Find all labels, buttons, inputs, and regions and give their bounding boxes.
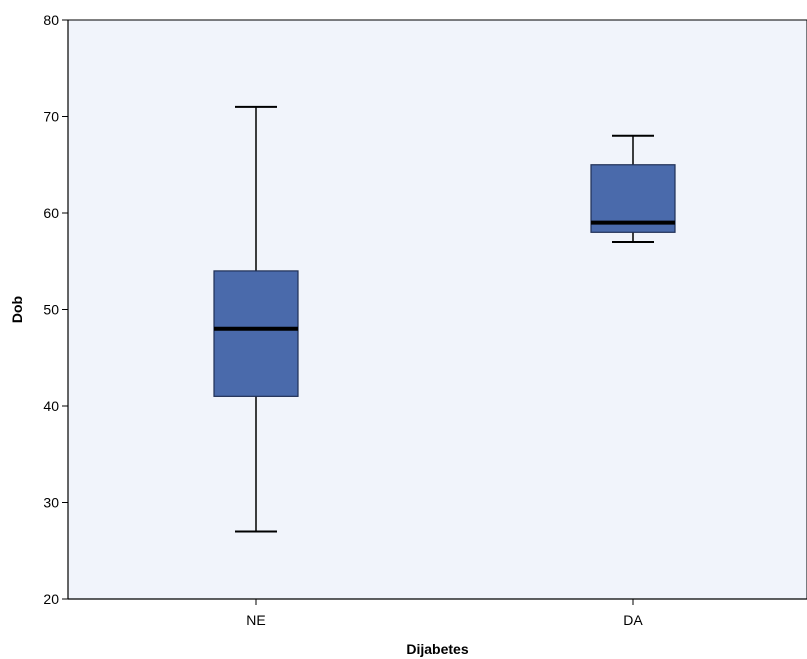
x-tick-label: NE — [246, 612, 265, 628]
x-axis: NE DA — [68, 598, 807, 628]
y-tick-label: 20 — [43, 591, 59, 607]
iqr-box — [213, 270, 299, 397]
x-axis-title: Dijabetes — [406, 641, 468, 657]
y-tick-label: 40 — [43, 398, 59, 414]
box-da — [590, 134, 676, 243]
boxes — [213, 105, 676, 533]
y-tick-label: 60 — [43, 205, 59, 221]
y-axis: 20 30 40 50 60 70 80 — [43, 12, 69, 607]
box-ne — [213, 105, 299, 533]
y-tick-label: 80 — [43, 12, 59, 28]
y-tick-label: 50 — [43, 302, 59, 318]
y-tick-label: 30 — [43, 495, 59, 511]
plot-area — [67, 19, 807, 600]
x-tick-label: DA — [623, 612, 643, 628]
y-tick-label: 70 — [43, 109, 59, 125]
y-axis-title: Dob — [9, 296, 25, 323]
